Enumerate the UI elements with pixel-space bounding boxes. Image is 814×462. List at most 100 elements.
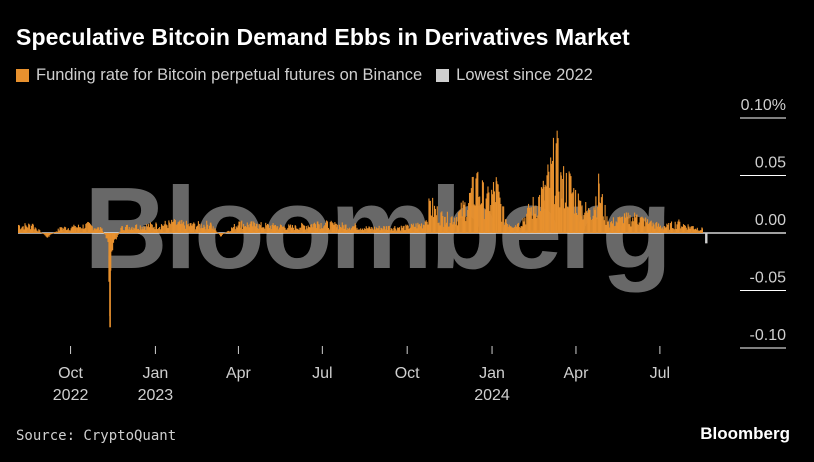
funding-bar: [603, 220, 605, 233]
funding-bar: [134, 228, 136, 233]
funding-bar: [29, 229, 32, 233]
funding-bar-peak: [542, 187, 545, 233]
funding-bar-peak: [109, 233, 111, 328]
funding-bar: [72, 226, 74, 233]
funding-bar: [25, 225, 27, 233]
funding-bar-peak: [579, 200, 582, 233]
funding-bar: [207, 229, 210, 233]
funding-bar: [218, 233, 220, 234]
funding-bar-peak: [485, 198, 488, 233]
funding-bar: [340, 227, 342, 233]
funding-bar: [492, 182, 495, 233]
funding-bar: [449, 223, 451, 233]
funding-bar: [330, 220, 332, 233]
funding-bar: [203, 224, 205, 233]
funding-bar: [247, 224, 249, 233]
funding-bar: [314, 222, 316, 233]
funding-bar: [76, 227, 78, 233]
funding-bar: [137, 228, 139, 233]
funding-bar: [248, 227, 250, 233]
funding-bar-peak: [692, 226, 694, 233]
funding-bar-peak: [598, 183, 600, 233]
funding-bar: [679, 221, 681, 233]
funding-bar: [206, 220, 208, 233]
funding-bar: [51, 233, 53, 235]
funding-bar: [380, 227, 382, 233]
funding-bar: [604, 204, 606, 233]
funding-bar: [464, 202, 466, 233]
funding-bar: [333, 224, 335, 233]
funding-bar: [410, 223, 412, 233]
funding-bar: [58, 230, 60, 233]
funding-bar: [105, 233, 107, 239]
funding-bar: [532, 196, 534, 233]
funding-bar: [236, 227, 238, 233]
funding-bar: [149, 222, 151, 233]
funding-bar: [661, 227, 663, 233]
funding-bar: [52, 233, 54, 234]
funding-bar: [310, 224, 312, 233]
funding-bar: [521, 226, 523, 233]
funding-bar: [483, 219, 485, 233]
funding-bar: [250, 221, 252, 233]
funding-bar: [590, 219, 592, 233]
funding-bar-peak: [368, 227, 371, 233]
funding-bar: [405, 224, 407, 233]
funding-bar: [377, 228, 379, 233]
funding-bar-peak: [516, 223, 519, 233]
funding-bar: [223, 233, 225, 234]
funding-bar-peak: [495, 181, 498, 233]
funding-bar: [287, 227, 289, 233]
funding-bar: [179, 220, 181, 233]
funding-bar: [392, 230, 394, 233]
bloomberg-logo: Bloomberg: [700, 424, 790, 443]
funding-bar: [266, 225, 268, 233]
funding-bar: [293, 230, 295, 233]
funding-bar: [126, 224, 128, 233]
funding-bar: [181, 219, 183, 233]
funding-bar: [255, 226, 257, 233]
funding-bar: [506, 223, 508, 233]
funding-bar: [89, 224, 92, 233]
funding-bar: [632, 217, 634, 233]
funding-bar: [259, 225, 261, 233]
funding-bar: [539, 211, 542, 233]
funding-bar: [363, 228, 365, 233]
funding-bar: [285, 229, 287, 233]
funding-bar-peak: [663, 226, 666, 233]
funding-bar: [124, 226, 127, 233]
funding-bar: [563, 208, 566, 233]
funding-bar: [57, 228, 59, 233]
funding-bar: [48, 233, 50, 237]
funding-bar: [675, 228, 677, 233]
funding-bar: [253, 221, 255, 233]
funding-bar: [171, 219, 173, 233]
funding-bar: [178, 221, 180, 233]
funding-bar: [514, 226, 516, 233]
funding-bar: [159, 226, 161, 233]
funding-bar: [435, 215, 437, 233]
funding-bar: [54, 231, 56, 233]
funding-bar-peak: [528, 207, 531, 233]
funding-bar: [71, 226, 73, 233]
funding-bar: [683, 225, 685, 233]
funding-bar: [541, 188, 543, 233]
funding-bar: [91, 226, 93, 233]
funding-bar: [271, 224, 273, 233]
funding-bar: [99, 229, 101, 233]
funding-bar: [304, 229, 306, 233]
funding-bar: [682, 226, 684, 233]
funding-bar: [647, 223, 649, 233]
funding-bar: [53, 232, 55, 234]
funding-bar: [526, 213, 528, 233]
funding-bar-peak: [457, 212, 460, 233]
funding-bar: [231, 228, 234, 233]
funding-bar: [300, 227, 302, 233]
funding-bar: [601, 194, 603, 233]
funding-bar: [493, 191, 495, 233]
funding-bar: [492, 194, 494, 233]
funding-bar: [575, 189, 577, 233]
funding-bar: [63, 228, 65, 233]
lowest-since-2022-bar: [705, 233, 708, 244]
funding-bar: [674, 221, 676, 233]
